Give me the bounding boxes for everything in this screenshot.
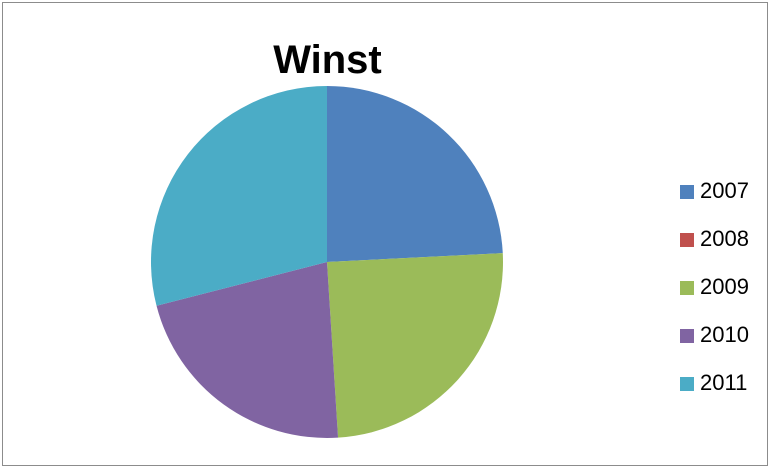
legend-label-2007: 2007 (700, 178, 749, 203)
chart-title: Winst (273, 38, 382, 82)
legend-label-2008: 2008 (700, 226, 749, 251)
legend-swatch-2010 (680, 329, 694, 343)
legend-swatch-2011 (680, 377, 694, 391)
legend-swatch-2008 (680, 233, 694, 247)
pie-slice-2010 (156, 262, 339, 439)
legend-label-2009: 2009 (700, 274, 749, 299)
legend-label-2010: 2010 (700, 322, 749, 347)
pie-slice-2011 (151, 86, 327, 306)
pie-slice-2009 (327, 253, 503, 438)
legend-swatch-2009 (680, 281, 694, 295)
pie-slice-2007 (327, 86, 503, 262)
legend-swatch-2007 (680, 185, 694, 199)
legend-label-2011: 2011 (700, 370, 748, 395)
